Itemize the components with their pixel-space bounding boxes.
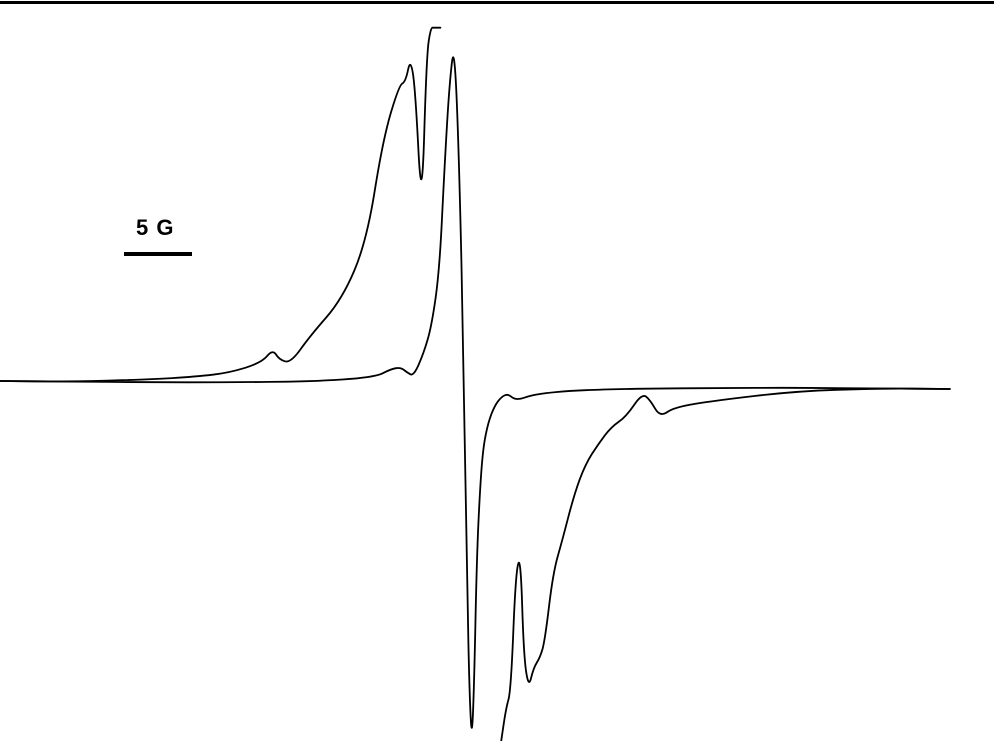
scale-bar-label: 5 G (136, 215, 175, 240)
spectrum-trace-broad-2 (500, 387, 951, 741)
spectrum-traces (0, 26, 951, 741)
spectrum-trace-broad-1 (0, 26, 442, 383)
scale-bar-line (124, 252, 192, 256)
spectrum-trace-narrow-0 (0, 56, 951, 729)
